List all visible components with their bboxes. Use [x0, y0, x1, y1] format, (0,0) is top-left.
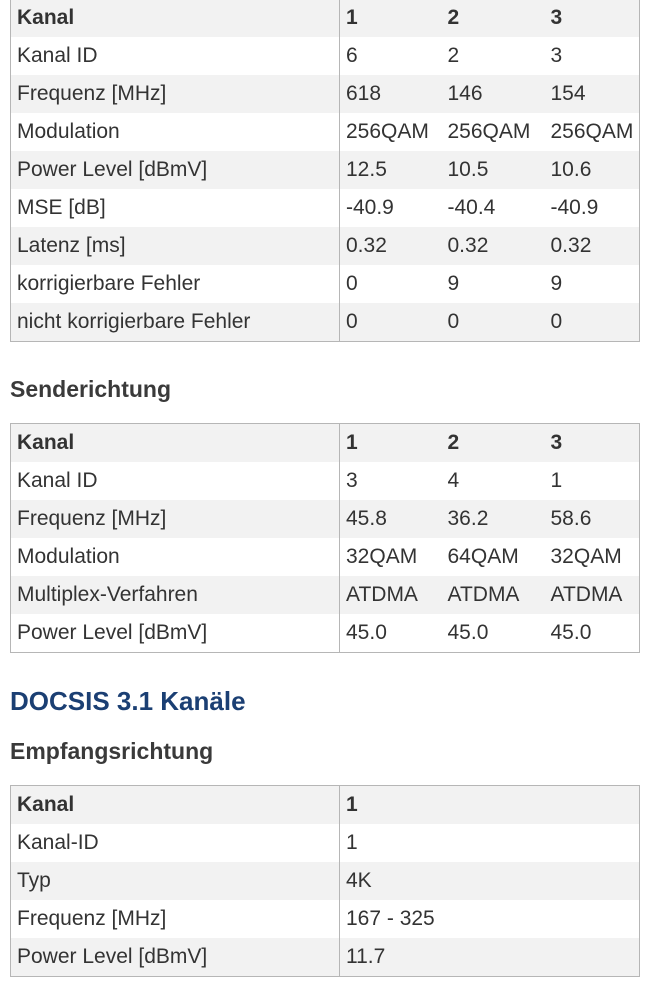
channel-value: 32QAM [550, 545, 622, 568]
channel-value: 0 [447, 310, 460, 333]
channel-value: 256QAM [447, 120, 531, 143]
row-label: Kanal [10, 423, 340, 462]
row-label: Kanal-ID [10, 824, 340, 862]
channel-value: 12.5 [346, 158, 387, 181]
channel-value: 0.32 [447, 234, 489, 257]
row-label: Multiplex-Verfahren [10, 576, 340, 614]
channel-value: 10.6 [550, 158, 592, 181]
table-body: Kanal 1 2 3 Kanal ID 6 2 3 Frequenz [MHz] 618 146 1… [10, 0, 640, 342]
channel-value: 2 [447, 431, 460, 454]
channel-value: 45.8 [346, 507, 387, 530]
channel-value: 3 [550, 6, 563, 29]
upstream-heading: Senderichtung [10, 376, 172, 402]
table-row: Frequenz [MHz] 618 146 154 [10, 75, 640, 113]
channel-value: 0.32 [550, 234, 592, 257]
channel-value: 1 [550, 469, 563, 492]
row-label: Frequenz [MHz] [10, 500, 340, 538]
table-row: Modulation 256QAM 256QAM 256QAM [10, 113, 640, 151]
channel-value: 45.0 [550, 621, 592, 644]
table-row: Modulation 32QAM 64QAM 32QAM [10, 538, 640, 576]
channel-value: 618 [346, 82, 382, 105]
channel-value: 0 [346, 272, 358, 295]
channel-value: 154 [550, 82, 586, 105]
table-row: Kanal ID 6 2 3 [10, 37, 640, 75]
channel-value: 0 [550, 310, 563, 333]
table-header-row: Kanal 1 [10, 785, 640, 824]
channel-value: 1 [346, 793, 358, 816]
table-row: Frequenz [MHz] 45.8 36.2 58.6 [10, 500, 640, 538]
channel-value: 2 [447, 6, 460, 29]
table-row: Latenz [ms] 0.32 0.32 0.32 [10, 227, 640, 265]
channel-value: ATDMA [447, 583, 520, 606]
upstream-channels-table: Kanal 1 2 3 Kanal ID 3 4 1 Frequenz [MHz] 45.8 36.… [10, 423, 640, 653]
channel-value: ATDMA [550, 583, 623, 606]
row-label: MSE [dB] [10, 189, 340, 227]
channel-value: 2 [447, 44, 460, 67]
channel-value: 10.5 [447, 158, 489, 181]
table-row: Frequenz [MHz] 167 - 325 [10, 900, 640, 938]
channel-value: 64QAM [447, 545, 519, 568]
table-row: Power Level [dBmV] 12.5 10.5 10.6 [10, 151, 640, 189]
row-label: nicht korrigierbare Fehler [10, 303, 340, 342]
docsis31-heading: DOCSIS 3.1 Kanäle [10, 686, 246, 716]
table-row: korrigierbare Fehler 0 9 9 [10, 265, 640, 303]
table-row: MSE [dB] -40.9 -40.4 -40.9 [10, 189, 640, 227]
table-row: Kanal-ID 1 [10, 824, 640, 862]
row-label: Power Level [dBmV] [10, 614, 340, 653]
channel-value: 3 [346, 469, 358, 492]
row-label: korrigierbare Fehler [10, 265, 340, 303]
table-row: Power Level [dBmV] 45.0 45.0 45.0 [10, 614, 640, 653]
row-label: Power Level [dBmV] [10, 938, 340, 977]
channel-value: 32QAM [346, 545, 418, 568]
channel-value: 1 [346, 431, 358, 454]
channel-value: 146 [447, 82, 483, 105]
channel-value: 1 [346, 6, 358, 29]
channel-value: 9 [550, 272, 563, 295]
channel-value: 0 [346, 310, 358, 333]
row-label: Kanal ID [10, 37, 340, 75]
channel-value: 45.0 [447, 621, 489, 644]
channel-value: 0.32 [346, 234, 387, 257]
row-label: Latenz [ms] [10, 227, 340, 265]
channel-value: 36.2 [447, 507, 489, 530]
channel-value: 9 [447, 272, 460, 295]
table-row: Multiplex-Verfahren ATDMA ATDMA ATDMA [10, 576, 640, 614]
channel-value: -40.9 [550, 196, 599, 219]
channel-value: 3 [550, 44, 563, 67]
channel-value: 3 [550, 431, 563, 454]
table-row: Kanal ID 3 4 1 [10, 462, 640, 500]
row-label: Kanal [10, 0, 340, 37]
table-header-row: Kanal 1 2 3 [10, 423, 640, 462]
channel-value: -40.9 [346, 196, 394, 219]
row-label: Frequenz [MHz] [10, 900, 340, 938]
table-row: nicht korrigierbare Fehler 0 0 0 [10, 303, 640, 342]
channel-value: -40.4 [447, 196, 496, 219]
channel-value: 45.0 [346, 621, 387, 644]
downstream31-heading: Empfangsrichtung [10, 738, 214, 764]
row-label: Typ [10, 862, 340, 900]
channel-value: 6 [346, 44, 358, 67]
row-label: Power Level [dBmV] [10, 151, 340, 189]
row-label: Frequenz [MHz] [10, 75, 340, 113]
channel-value: ATDMA [346, 583, 418, 606]
channel-value: 11.7 [346, 945, 386, 968]
channel-value: 58.6 [550, 507, 592, 530]
channel-value: 256QAM [346, 120, 429, 143]
table-row: Typ 4K [10, 862, 640, 900]
channel-value: 1 [346, 831, 358, 854]
row-label: Kanal ID [10, 462, 340, 500]
channel-value: 167 - 325 [346, 907, 435, 930]
table-body: Kanal 1 Kanal-ID 1 Typ 4K Frequenz [MHz] 167 - … [10, 785, 640, 977]
channel-value: 256QAM [550, 120, 634, 143]
table-row: Power Level [dBmV] 11.7 [10, 938, 640, 977]
table-header-row: Kanal 1 2 3 [10, 0, 640, 37]
docsis31-downstream-table: Kanal 1 Kanal-ID 1 Typ 4K Frequenz [MHz] 167 - … [10, 785, 640, 977]
row-label: Modulation [10, 113, 340, 151]
table-body: Kanal 1 2 3 Kanal ID 3 4 1 Frequenz [MHz] 45.8 36.… [10, 423, 640, 653]
row-label: Modulation [10, 538, 340, 576]
channel-value: 4 [447, 469, 460, 492]
channel-value: 4K [346, 869, 372, 892]
row-label: Kanal [10, 785, 340, 824]
downstream-channels-table: Kanal 1 2 3 Kanal ID 6 2 3 Frequenz [MHz] 618 146 1… [10, 0, 640, 342]
